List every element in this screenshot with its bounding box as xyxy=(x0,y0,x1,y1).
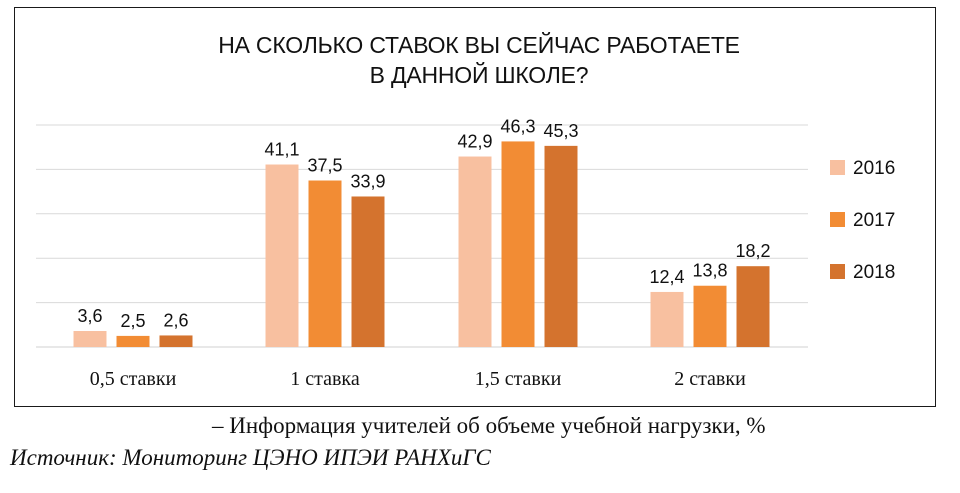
legend-swatch xyxy=(830,160,845,175)
bar xyxy=(266,165,299,347)
bar xyxy=(459,157,492,347)
data-label: 33,9 xyxy=(350,171,385,191)
bar xyxy=(117,336,150,347)
data-label: 18,2 xyxy=(735,241,770,261)
category-label: 1 ставка xyxy=(290,368,360,390)
data-label: 46,3 xyxy=(500,116,535,136)
legend-label: 2016 xyxy=(853,158,895,179)
data-label: 13,8 xyxy=(692,261,727,281)
legend-swatch xyxy=(830,264,845,279)
bar xyxy=(737,266,770,347)
bar xyxy=(545,146,578,347)
legend-label: 2018 xyxy=(853,262,895,283)
data-label: 42,9 xyxy=(457,132,492,152)
bar xyxy=(651,292,684,347)
data-label: 12,4 xyxy=(649,267,684,287)
category-label: 0,5 ставки xyxy=(90,368,177,390)
data-label: 41,1 xyxy=(264,140,299,160)
figure-caption: – Информация учителей об объеме учебной … xyxy=(212,413,766,439)
data-label: 2,5 xyxy=(120,311,145,331)
legend-swatch xyxy=(830,212,845,227)
source-note: Источник: Мониторинг ЦЭНО ИПЭИ РАНХиГС xyxy=(10,445,491,471)
category-label: 2 ставки xyxy=(674,368,746,390)
bar xyxy=(74,331,107,347)
category-label: 1,5 ставки xyxy=(475,368,562,390)
bar xyxy=(502,141,535,347)
data-label: 37,5 xyxy=(307,156,342,176)
data-label: 3,6 xyxy=(77,306,102,326)
bar xyxy=(694,286,727,347)
bar xyxy=(309,181,342,348)
bar xyxy=(352,196,385,347)
data-label: 2,6 xyxy=(163,310,188,330)
data-label: 45,3 xyxy=(543,121,578,141)
legend-label: 2017 xyxy=(853,210,895,231)
bar xyxy=(160,335,193,347)
